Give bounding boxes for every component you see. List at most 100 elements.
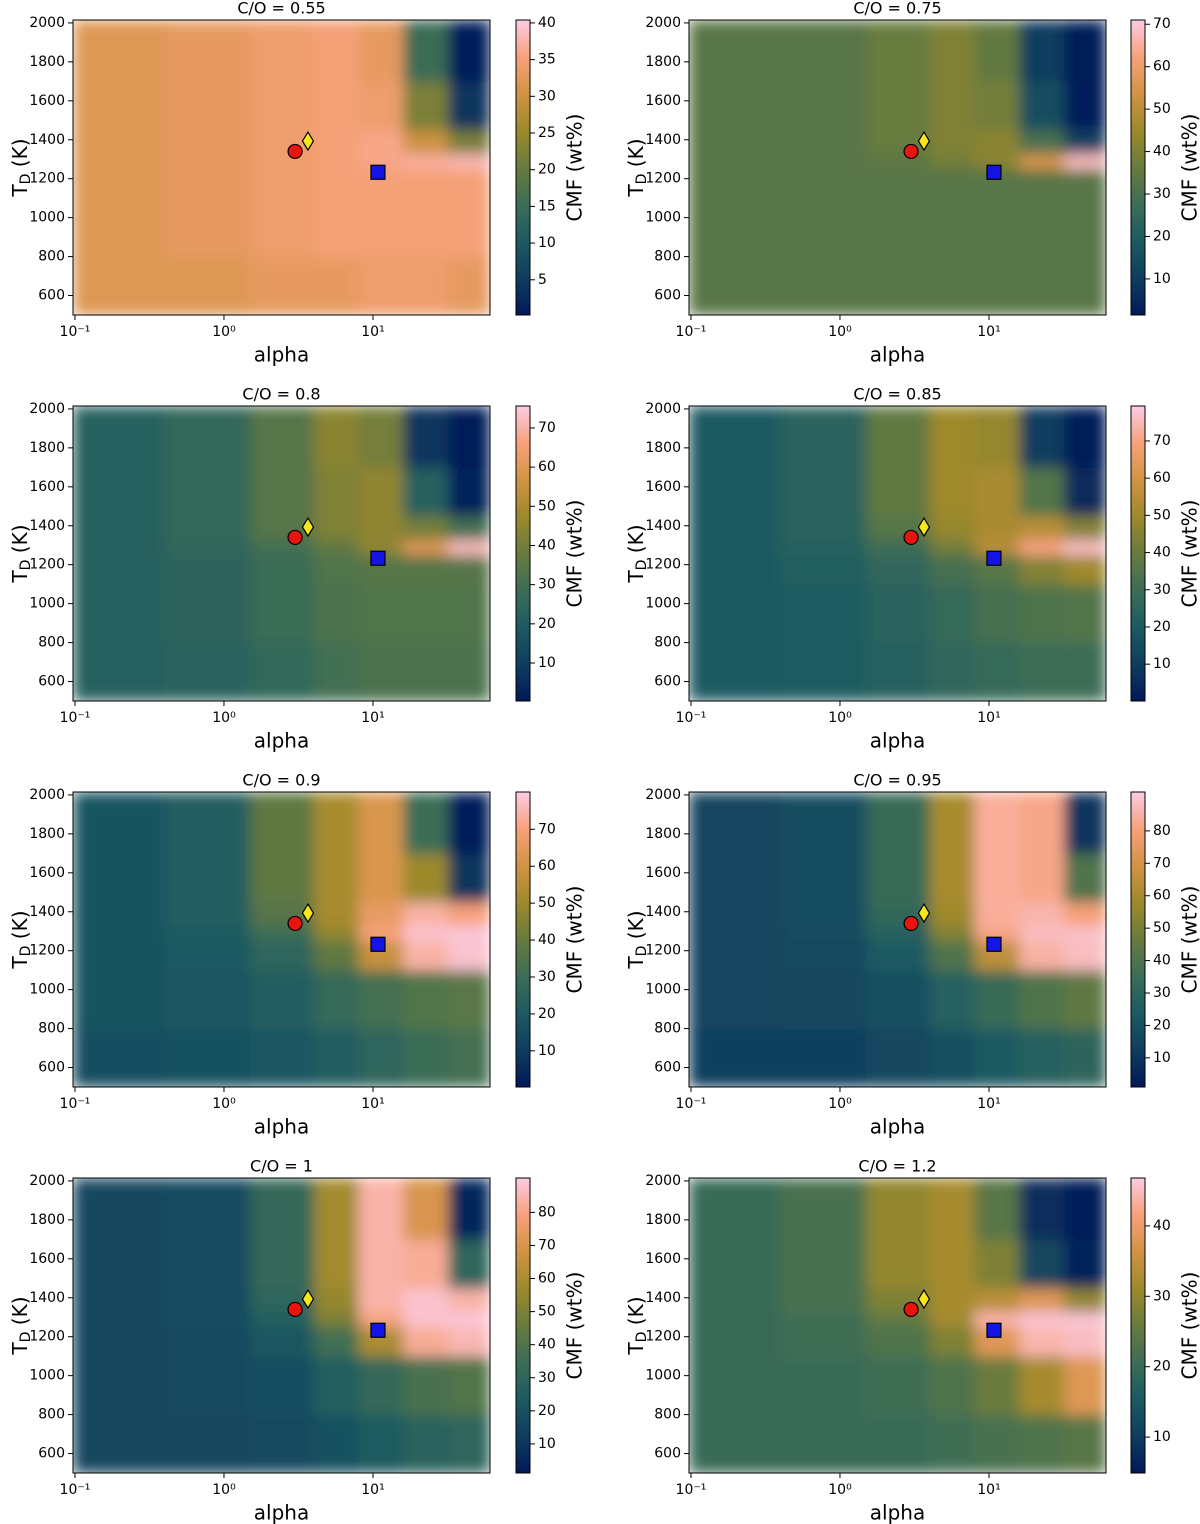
heatmap-cell <box>1019 1414 1065 1473</box>
colorbar-tick-label: 40 <box>1153 144 1171 160</box>
heatmap-cell <box>164 970 251 1030</box>
y-tick-label: 1600 <box>29 865 65 881</box>
colorbar-tick-label: 80 <box>1153 823 1171 839</box>
heatmap-cell <box>689 1028 782 1087</box>
heatmap-cell <box>974 902 1020 926</box>
colorbar-tick-label: 10 <box>1153 1429 1171 1445</box>
heatmap-cell <box>313 642 360 701</box>
y-tick-label: 800 <box>654 1021 681 1037</box>
heatmap-cell <box>73 1239 166 1289</box>
heatmap-cell <box>974 584 1020 644</box>
heatmap-cell <box>448 1239 490 1289</box>
colorbar-tick-label: 50 <box>538 895 556 911</box>
heatmap-cell <box>403 168 449 199</box>
y-tick-label: 1800 <box>29 440 65 456</box>
heatmap-cell <box>164 940 251 971</box>
heatmap-cell <box>866 1028 931 1087</box>
heatmap-cell <box>73 970 166 1030</box>
heatmap-cell <box>313 198 360 258</box>
y-axis-label-part: T <box>624 570 648 584</box>
marker-circle <box>903 1301 919 1318</box>
y-axis-label-sub: D <box>634 946 650 957</box>
y-axis-label-sub: D <box>18 174 34 185</box>
heatmap-cell <box>1019 792 1065 854</box>
heatmap-cell <box>929 1239 976 1289</box>
y-tick-label: 800 <box>654 1407 681 1423</box>
heatmap-cell <box>403 1311 449 1328</box>
heatmap-cell <box>1019 539 1065 556</box>
marker-circle <box>287 1301 303 1318</box>
y-tick-label: 1600 <box>645 1251 681 1267</box>
heatmap-cell <box>164 1028 251 1087</box>
marker-circle <box>903 529 919 546</box>
heatmap-cell <box>313 1178 360 1240</box>
heatmap-cell <box>974 198 1020 258</box>
heatmap-cell <box>929 1326 976 1357</box>
marker-diamond <box>917 516 931 538</box>
heatmap-cell <box>780 1028 867 1087</box>
heatmap-cell <box>164 792 251 854</box>
heatmap-cell <box>929 970 976 1030</box>
heatmap-cell <box>974 130 1020 154</box>
heatmap-cell <box>974 1311 1020 1328</box>
marker-diamond <box>301 516 315 538</box>
x-tick-label: 10⁰ <box>828 1096 852 1112</box>
colorbar-tick-label: 70 <box>1153 433 1171 449</box>
heatmap-cell <box>358 539 404 556</box>
heatmap-cell <box>974 1414 1020 1473</box>
colorbar-tick-label: 50 <box>538 1304 556 1320</box>
heatmap-cell <box>313 925 360 942</box>
y-tick-label: 800 <box>38 1021 65 1037</box>
heatmap-cell <box>780 539 867 556</box>
y-tick-label: 1600 <box>29 93 65 109</box>
y-axis-label-part: T <box>8 1342 32 1356</box>
y-tick-label: 800 <box>38 1407 65 1423</box>
y-tick-label: 1200 <box>29 943 65 959</box>
heatmap-cell <box>448 406 490 468</box>
heatmap-cell <box>689 130 782 154</box>
colorbar-tick-label: 10 <box>538 235 556 251</box>
colorbar-tick-label: 50 <box>1153 920 1171 936</box>
heatmap-cell <box>313 516 360 540</box>
y-axis-label: TD (K) <box>624 910 651 969</box>
heatmap-cell <box>866 153 931 170</box>
heatmap-cell <box>1064 516 1106 540</box>
heatmap-cell <box>358 1288 404 1312</box>
heatmap-cell <box>313 554 360 585</box>
x-axis-label: alpha <box>870 1501 925 1524</box>
heatmap-cell <box>1064 153 1106 170</box>
colorbar-tick-label: 70 <box>1153 16 1171 32</box>
y-tick-label: 1000 <box>29 210 65 226</box>
heatmap-cell <box>689 539 782 556</box>
heatmap-cell <box>1064 1239 1106 1289</box>
heatmap-cell <box>164 467 251 517</box>
heatmap-cell <box>974 1239 1020 1289</box>
heatmap-cell <box>689 1288 782 1312</box>
y-tick-label: 1200 <box>645 171 681 187</box>
heatmap-cell <box>929 198 976 258</box>
heatmap-cell <box>448 20 490 82</box>
heatmap-cell <box>403 940 449 971</box>
heatmap-cell <box>1019 1356 1065 1416</box>
heatmap-cell <box>929 168 976 199</box>
y-tick-label: 600 <box>38 288 65 304</box>
heatmap-cell <box>1064 20 1106 82</box>
heatmap-cell <box>929 1178 976 1240</box>
heatmap-cell <box>1019 168 1065 199</box>
heatmap-cell <box>358 1356 404 1416</box>
heatmap-cell <box>780 1356 867 1416</box>
heatmap-cell <box>866 1178 931 1240</box>
heatmap-cell <box>974 1288 1020 1312</box>
heatmap-cell <box>866 1414 931 1473</box>
heatmap-cell <box>250 1178 315 1240</box>
heatmap <box>689 1178 1106 1473</box>
colorbar-tick-label: 30 <box>538 577 556 593</box>
y-tick-label: 1000 <box>645 982 681 998</box>
y-tick-label: 800 <box>654 635 681 651</box>
heatmap-cell <box>689 902 782 926</box>
y-tick-label: 600 <box>38 1060 65 1076</box>
heatmap-cell <box>250 925 315 942</box>
y-tick-label: 1000 <box>29 1368 65 1384</box>
heatmap-cell <box>73 940 166 971</box>
heatmap-cell <box>974 1028 1020 1087</box>
